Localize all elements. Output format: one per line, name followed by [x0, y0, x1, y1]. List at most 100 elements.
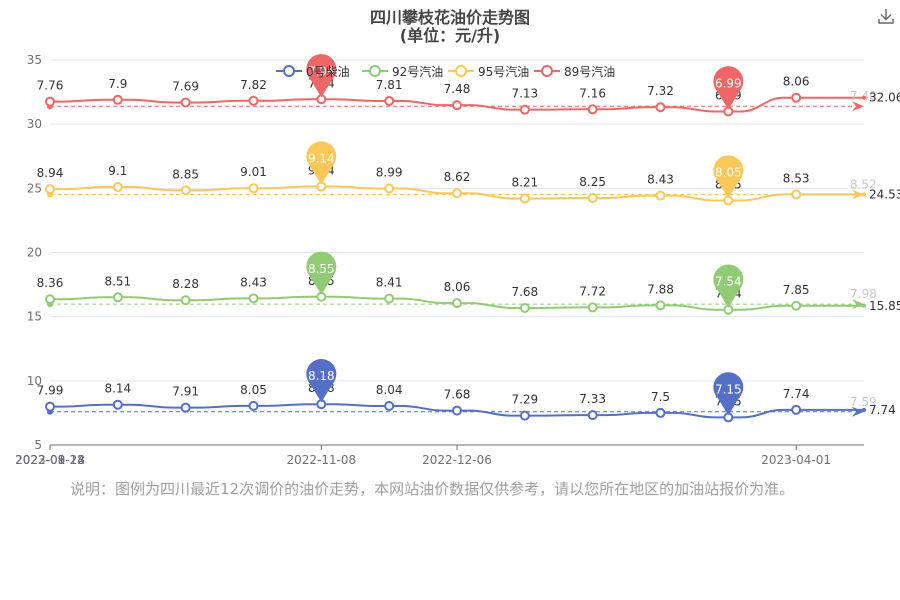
data-point[interactable] — [180, 185, 191, 196]
data-point[interactable] — [587, 192, 598, 203]
data-point[interactable] — [248, 293, 259, 304]
data-label: 8.51 — [104, 274, 131, 288]
data-point[interactable] — [791, 189, 802, 200]
min-pin-label: 7.54 — [715, 275, 742, 289]
data-point[interactable] — [587, 104, 598, 115]
data-label: 8.41 — [376, 276, 403, 290]
data-label: 7.69 — [172, 79, 199, 93]
data-label: 7.91 — [172, 385, 199, 399]
data-label: 8.62 — [444, 170, 471, 184]
data-point[interactable] — [384, 95, 395, 106]
data-point[interactable] — [248, 95, 259, 106]
y-tick-label: 35 — [27, 53, 42, 67]
data-point[interactable] — [112, 94, 123, 105]
data-point[interactable] — [587, 302, 598, 313]
data-point[interactable] — [452, 188, 462, 199]
data-point[interactable] — [655, 190, 666, 201]
average-line-arrow — [852, 406, 864, 417]
y-tick-label: 30 — [27, 117, 42, 131]
data-point[interactable] — [45, 401, 55, 412]
data-point[interactable] — [519, 104, 530, 115]
data-label: 7.99 — [37, 384, 64, 398]
data-label: 7.16 — [579, 86, 606, 100]
min-pin-label: 7.15 — [715, 382, 742, 396]
chart-note: 说明：图例为四川最近12次调价的油价走势，本网站油价数据仅供参考，请以您所在地区… — [70, 480, 795, 498]
data-point[interactable] — [45, 294, 55, 305]
data-point[interactable] — [45, 184, 55, 195]
y-tick-label: 10 — [27, 374, 42, 388]
data-label: 8.53 — [783, 171, 810, 185]
data-point[interactable] — [452, 405, 462, 416]
data-label: 7.32 — [647, 84, 674, 98]
data-label: 7.82 — [240, 78, 267, 92]
data-point[interactable] — [519, 410, 530, 421]
x-tick-label: 2023-04-01 — [761, 453, 831, 467]
data-point[interactable] — [452, 298, 462, 309]
max-pin — [306, 141, 337, 185]
data-label: 7.88 — [647, 282, 674, 296]
data-point[interactable] — [452, 100, 462, 111]
end-value-label: 32.06 — [869, 91, 900, 105]
max-pin-label: 7.94 — [308, 64, 335, 78]
data-point[interactable] — [180, 402, 191, 413]
x-tick-label: 2022-09-22 — [15, 453, 85, 467]
data-point[interactable] — [180, 97, 191, 108]
data-label: 7.33 — [579, 392, 606, 406]
data-point[interactable] — [112, 399, 123, 410]
legend-label: 89号汽油 — [564, 64, 615, 79]
x-tick-label: 2022-08-24 — [15, 453, 85, 467]
chart-subtitle: (单位：元/升) — [399, 26, 501, 45]
max-pin — [306, 54, 337, 98]
data-label: 9.1 — [108, 164, 127, 178]
data-point[interactable] — [655, 407, 666, 418]
data-point[interactable] — [45, 96, 55, 107]
data-label: 7.72 — [579, 284, 606, 298]
data-point[interactable] — [248, 400, 259, 411]
data-point[interactable] — [112, 182, 123, 193]
data-point[interactable] — [384, 183, 395, 194]
data-label: 7.48 — [444, 82, 471, 96]
data-point[interactable] — [112, 292, 123, 303]
data-label: 8.85 — [172, 167, 199, 181]
data-label: 8.36 — [37, 276, 64, 290]
data-point[interactable] — [248, 183, 259, 194]
data-point[interactable] — [519, 193, 530, 204]
min-pin — [713, 155, 744, 199]
max-pin-label: 8.55 — [308, 262, 335, 276]
data-label: 8.43 — [647, 173, 674, 187]
legend-label: 0号柴油 — [306, 65, 350, 79]
max-pin — [306, 251, 337, 295]
data-point[interactable] — [587, 410, 598, 421]
x-tick-label: 2022-12-06 — [422, 453, 492, 467]
legend-marker[interactable] — [455, 65, 467, 77]
chart-title: 四川攀枝花油价走势图 — [369, 8, 530, 27]
y-tick-label: 20 — [27, 246, 42, 260]
legend-marker[interactable] — [369, 65, 381, 77]
data-point[interactable] — [384, 400, 395, 411]
data-label: 8.94 — [37, 166, 64, 180]
legend-label: 92号汽油 — [392, 64, 443, 79]
data-label: 7.68 — [444, 388, 471, 402]
data-point[interactable] — [655, 300, 666, 311]
data-point[interactable] — [791, 300, 802, 311]
data-point[interactable] — [384, 293, 395, 304]
data-label: 7.76 — [37, 79, 64, 93]
data-point[interactable] — [180, 295, 191, 306]
legend-marker[interactable] — [541, 65, 553, 77]
min-pin-label: 6.99 — [715, 76, 742, 90]
data-point[interactable] — [655, 102, 666, 113]
data-point[interactable] — [519, 302, 530, 313]
average-line-arrow — [852, 101, 864, 112]
data-label: 7.74 — [783, 387, 810, 401]
end-value-label: 7.74 — [869, 403, 896, 417]
data-point[interactable] — [791, 92, 802, 103]
min-pin — [713, 372, 744, 416]
average-line-arrow — [852, 189, 864, 200]
min-pin — [713, 66, 744, 110]
legend-marker[interactable] — [283, 65, 295, 77]
download-icon[interactable] — [876, 6, 896, 26]
data-point[interactable] — [791, 404, 802, 415]
y-tick-label: 15 — [27, 310, 42, 324]
data-label: 7.68 — [511, 285, 538, 299]
